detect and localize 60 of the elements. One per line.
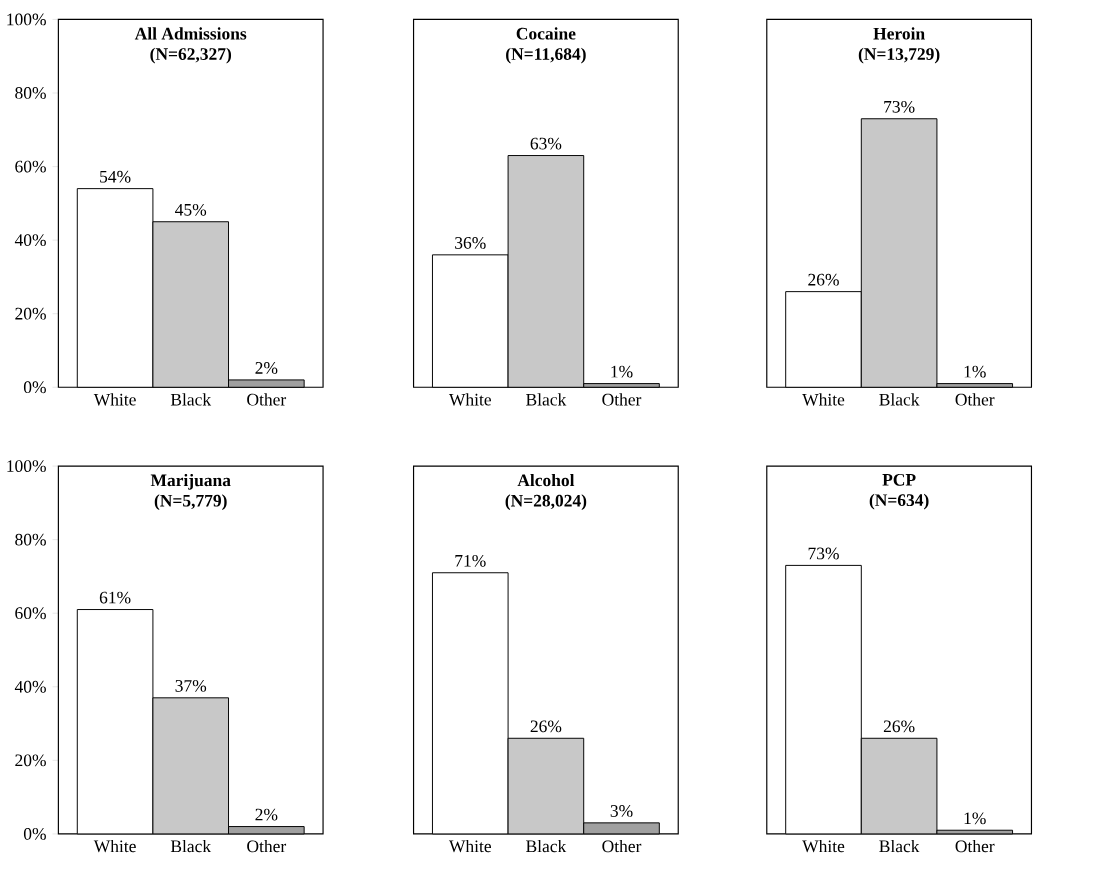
x-tick-label: Black: [526, 839, 567, 853]
x-tick-label: Other: [247, 839, 287, 853]
x-tick-label: White: [448, 393, 491, 406]
chart-title: PCP: [882, 474, 916, 486]
data-label: 26%: [530, 720, 562, 733]
text: (N=28,024): [505, 494, 587, 511]
text: (N=634): [869, 493, 929, 510]
y-tick-label: 0%: [23, 381, 46, 394]
x-tick-label: Other: [955, 839, 995, 853]
data-label: 3%: [610, 805, 633, 817]
data-label: 45%: [175, 203, 207, 216]
x-tick-label: Black: [879, 393, 920, 406]
y-tick-label: 40%: [14, 234, 46, 247]
y-tick-label: 20%: [15, 307, 46, 320]
data-label: 26%: [883, 720, 915, 733]
data-label: 63%: [530, 137, 562, 150]
data-label: 61%: [99, 591, 131, 604]
y-tick-label: 80%: [15, 87, 46, 99]
data-label: 1%: [964, 365, 986, 378]
x-tick-label: White: [802, 839, 845, 853]
x-tick-label: White: [93, 393, 136, 406]
chart-title: Heroin: [873, 27, 925, 40]
y-tick-label: 0%: [23, 828, 46, 840]
data-label: 1%: [611, 365, 633, 378]
x-tick-label: White: [802, 393, 845, 406]
text: (N=62,327): [150, 47, 232, 64]
data-label: 2%: [255, 362, 278, 374]
data-label: 36%: [455, 237, 486, 249]
x-tick-label: Black: [526, 393, 567, 406]
x-tick-label: Other: [247, 393, 287, 406]
text: (N=13,729): [858, 47, 940, 64]
y-tick-label: 80%: [15, 533, 46, 546]
data-label: 73%: [884, 100, 915, 113]
x-tick-label: Black: [879, 839, 920, 853]
data-label: 2%: [255, 808, 278, 821]
x-tick-label: White: [93, 839, 136, 853]
y-tick-label: 100%: [7, 13, 46, 26]
text: (N=5,779): [154, 494, 227, 511]
data-label: 26%: [808, 273, 839, 286]
x-tick-label: Black: [170, 839, 212, 853]
y-tick-label: 100%: [7, 460, 46, 473]
x-tick-label: Black: [170, 393, 212, 406]
text: (N=11,684): [506, 47, 586, 64]
chart-title: Marijuana: [150, 473, 231, 490]
y-tick-label: 60%: [15, 160, 46, 173]
chart-title: Alcohol: [517, 473, 575, 487]
y-tick-label: 40%: [14, 680, 46, 693]
chart-title: Cocaine: [516, 27, 576, 40]
data-label: 54%: [100, 170, 131, 183]
x-tick-label: Other: [602, 839, 642, 853]
chart-title: All Admissions: [134, 27, 247, 40]
data-label: 1%: [964, 812, 986, 825]
y-tick-label: 60%: [15, 607, 46, 620]
data-label: 37%: [175, 680, 207, 692]
x-tick-label: Other: [955, 393, 995, 406]
x-tick-label: Other: [602, 393, 642, 406]
data-label: 73%: [808, 547, 839, 560]
x-tick-label: White: [448, 839, 491, 853]
data-label: 71%: [455, 554, 486, 567]
y-tick-label: 20%: [15, 754, 46, 767]
